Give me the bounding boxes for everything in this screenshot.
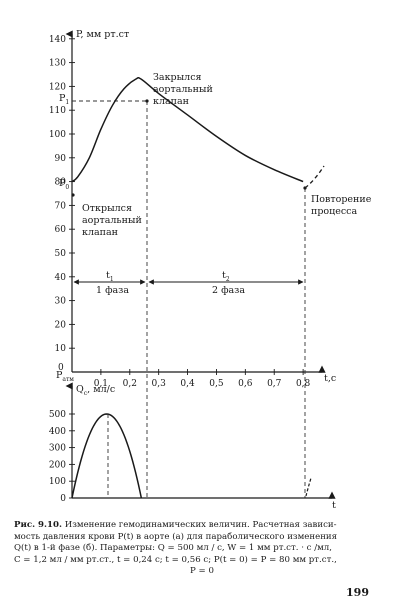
page-number: 199 <box>346 586 369 599</box>
top-y-tick-label: 40 <box>55 273 67 283</box>
top-x-tick-label: 0,3 <box>152 379 167 389</box>
t1-label: t1 <box>106 270 114 283</box>
bottom-y-label: Qc, мл/с <box>76 384 115 397</box>
annotation-closed-3: клапан <box>153 96 189 107</box>
phase1-label: 1 фаза <box>96 285 129 296</box>
caption-line-5: P = 0 <box>190 566 214 576</box>
figure-caption: Рис. 9.10. Изменение гемодинамических ве… <box>14 520 390 578</box>
top-x-tick-label: 0,8 <box>296 379 311 389</box>
close-valve-point <box>145 99 149 103</box>
top-y-tick-label: 10 <box>55 344 67 354</box>
bottom-y-tick-label: 400 <box>49 427 66 437</box>
top-y-tick-label: 130 <box>49 59 66 69</box>
bottom-x-label: t <box>332 500 336 511</box>
top-y-tick-label: 120 <box>49 82 66 92</box>
phase2-label: 2 фаза <box>212 285 245 296</box>
repeat-dash <box>304 165 325 189</box>
p-min-label: P0 <box>59 178 69 191</box>
annotation-opened-3: клапан <box>82 227 118 238</box>
top-y-tick-label: 80 <box>55 178 67 188</box>
top-x-label: t,с <box>324 373 336 384</box>
open-valve-point <box>71 193 75 197</box>
caption-line-3: Q(t) в 1-й фазе (б). Параметры: Q = 500 … <box>14 543 332 553</box>
figure: P, мм рт.ст t,с 140130120110100908070605… <box>49 29 372 511</box>
top-x-tick-label: 0,6 <box>238 379 253 389</box>
caption-title: Рис. 9.10. <box>14 520 62 530</box>
annotation-closed-1: Закрылся <box>153 72 202 83</box>
top-y-tick-label: 70 <box>55 201 67 211</box>
top-y-tick-label: 140 <box>49 35 66 45</box>
top-x-tick-label: 0,5 <box>209 379 224 389</box>
annotation-closed-2: аортальный <box>153 84 213 95</box>
p-atm-label: Pатм <box>56 370 74 383</box>
caption-line-2: мость давления крови P(t) в аорте (а) дл… <box>14 531 338 542</box>
top-x-ticks: 0,1 0,2 0,3 0,4 0,5 0,6 0,7 0,8 <box>94 369 311 389</box>
top-x-tick-label: 0,2 <box>123 379 137 389</box>
t2-label: t2 <box>222 270 230 283</box>
annotation-repeat-1: Повторение <box>311 194 372 205</box>
annotation-opened-1: Открылся <box>82 203 132 214</box>
pressure-curve <box>71 77 304 183</box>
p-max-label: P1 <box>59 93 69 106</box>
bottom-y-ticks: 500 400 300 200 100 0 <box>49 410 75 504</box>
top-y-tick-label: 20 <box>55 320 67 330</box>
top-x-tick-label: 0,1 <box>94 379 108 389</box>
top-y-label: P, мм рт.ст <box>76 29 129 40</box>
top-y-tick-label: 50 <box>55 249 67 259</box>
caption-line-4: C = 1,2 мл / мм рт.ст., t = 0,24 с; t = … <box>14 554 337 565</box>
annotation-repeat-2: процесса <box>311 206 358 217</box>
top-x-tick-label: 0,4 <box>180 379 195 389</box>
top-y-tick-label: 60 <box>55 225 67 235</box>
bottom-y-tick-label: 200 <box>49 460 66 470</box>
bottom-y-tick-label: 500 <box>49 410 66 420</box>
repeat-point <box>303 186 307 190</box>
flow-curve <box>71 413 143 499</box>
top-origin-label: 0 <box>58 363 64 373</box>
top-y-tick-label: 90 <box>55 154 67 164</box>
bottom-y-tick-label: 100 <box>49 477 66 487</box>
annotation-opened-2: аортальный <box>82 215 142 226</box>
bottom-y-tick-label: 300 <box>49 444 66 454</box>
caption-line-1: Изменение гемодинамических величин. Расч… <box>64 520 337 530</box>
top-x-tick-label: 0,7 <box>267 379 282 389</box>
top-y-tick-label: 100 <box>49 130 66 140</box>
flow-repeat-dash <box>305 477 312 497</box>
bottom-y-tick-label: 0 <box>60 494 66 504</box>
top-y-tick-label: 30 <box>55 297 67 307</box>
top-y-ticks: 140 130 120 110 100 90 80 70 60 50 40 30 20 10 <box>49 35 75 354</box>
top-y-tick-label: 110 <box>49 106 66 116</box>
